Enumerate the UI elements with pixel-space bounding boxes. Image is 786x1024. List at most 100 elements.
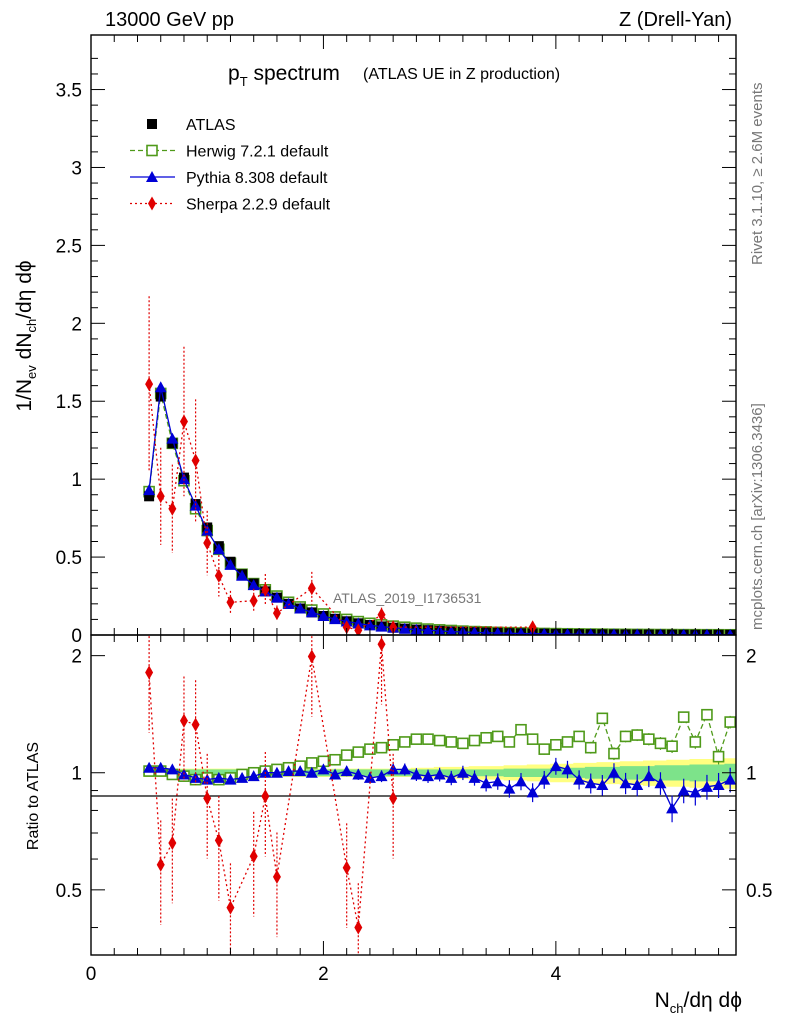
xlabel-sub: ch [670, 1001, 684, 1016]
pythia-main-point [270, 591, 283, 603]
pythia-ratio-series [143, 757, 736, 823]
legend-marker [146, 171, 158, 182]
pythia-main-point [329, 613, 342, 625]
pythia-main-point [247, 579, 260, 591]
herwig-ratio-point [306, 757, 318, 769]
pythia-main-point [166, 432, 179, 444]
herwig-ratio-point [689, 736, 702, 748]
main-title-rest: spectrum [248, 62, 340, 85]
pythia-ratio-point [329, 768, 342, 780]
pythia-ratio-point [282, 765, 295, 777]
pythia-ratio-point [387, 763, 400, 775]
pythia-main-point [212, 543, 225, 555]
analysis-watermark: ATLAS_2019_I1736531 [333, 590, 482, 606]
legend-label: Herwig 7.2.1 default [186, 144, 329, 161]
pythia-main-point [375, 620, 388, 632]
sherpa-ratio-point [354, 920, 363, 935]
herwig-ratio-point [596, 712, 609, 725]
herwig-ratio-point [503, 736, 516, 748]
pythia-ratio-point [677, 784, 690, 796]
pythia-ratio-point [247, 770, 260, 782]
sherpa-main-point [156, 489, 165, 504]
legend-entry: ATLAS [147, 117, 236, 134]
main-y-tick-label: 0.5 [56, 548, 82, 569]
pythia-main-point [154, 381, 167, 393]
pythia-ratio-point [491, 775, 504, 787]
ratio-series-layer [143, 635, 736, 955]
sherpa-ratio-point [342, 860, 351, 875]
pythia-ratio-point [236, 771, 249, 783]
pythia-main-point [540, 627, 549, 635]
herwig-ratio-point [573, 730, 585, 743]
pythia-main-point [726, 628, 734, 635]
pythia-main-point [563, 628, 572, 635]
pythia-ratio-point [712, 779, 725, 791]
legend-entry: Herwig 7.2.1 default [130, 144, 329, 161]
pythia-main-point [282, 597, 295, 609]
legend-marker [148, 196, 156, 211]
ratio-y-tick-label: 1 [71, 764, 82, 785]
herwig-ratio-point [631, 729, 644, 741]
pythia-main-point [317, 609, 330, 621]
pythia-ratio-point [468, 771, 481, 783]
herwig-ratio-point [340, 749, 353, 761]
sherpa-ratio-point [179, 713, 188, 728]
pythia-ratio-point [666, 802, 679, 814]
ratio-y-tick-label: 2 [71, 647, 82, 668]
herwig-ratio-point [619, 730, 632, 743]
pythia-ratio-point [224, 773, 237, 785]
main-y-tick-label: 3.5 [56, 81, 82, 102]
main-title-sub: T [240, 74, 248, 89]
sherpa-main-point [226, 595, 235, 610]
herwig-ratio-point [712, 750, 725, 763]
sherpa-ratio-point [226, 900, 235, 915]
herwig-ratio-point [515, 723, 527, 736]
sherpa-ratio-point [145, 665, 154, 680]
herwig-ratio-point [433, 734, 446, 747]
pythia-main-point [493, 626, 503, 635]
herwig-ratio-point [677, 711, 690, 723]
sherpa-main-point [354, 623, 363, 635]
sherpa-main-point [145, 377, 154, 392]
sherpa-ratio-point [249, 849, 258, 864]
herwig-ratio-point [538, 743, 551, 755]
sherpa-main-point [191, 453, 200, 468]
ratio-y-tick-label: 0.5 [56, 881, 82, 902]
sherpa-main-point [179, 414, 188, 429]
sherpa-main-point [261, 582, 270, 597]
main-title: pT spectrum [228, 62, 340, 89]
main-y-tick-label: 2.5 [56, 236, 82, 257]
pythia-ratio-point [538, 773, 551, 785]
herwig-ratio-point [561, 736, 574, 748]
legend-label: Sherpa 2.2.9 default [186, 197, 331, 214]
legend-marker [147, 119, 157, 129]
ylabel-part-4: /dη dϕ [13, 260, 36, 318]
pythia-main-point [177, 473, 190, 485]
sherpa-ratio-series [145, 635, 398, 955]
pythia-main-point [398, 622, 411, 634]
ratio-y-tick-label-right: 1 [746, 764, 757, 785]
herwig-ratio-point [654, 737, 667, 750]
pythia-ratio-point [607, 766, 620, 778]
legend-label: ATLAS [186, 117, 236, 134]
xlabel-rest: /dη dϕ [684, 989, 742, 1012]
legend-entry: Sherpa 2.2.9 default [130, 196, 331, 214]
pythia-ratio-point [166, 763, 179, 775]
sherpa-main-point [203, 536, 212, 551]
x-tick-label: 2 [318, 964, 329, 985]
ylabel-part-0: 1/N [13, 379, 36, 412]
pythia-main-point [352, 617, 365, 629]
pythia-ratio-point [573, 773, 586, 785]
herwig-ratio-point [468, 734, 481, 747]
pythia-main-point [236, 569, 249, 581]
x-tick-label: 4 [551, 964, 562, 985]
pythia-ratio-point [526, 786, 539, 798]
herwig-ratio-point [724, 716, 736, 728]
pythia-ratio-point [700, 780, 713, 792]
sherpa-main-point [168, 501, 177, 516]
axis-layer: 00.511.522.533.50 2 40.5 0.51 12 2 [56, 35, 772, 985]
pythia-ratio-point [631, 779, 644, 791]
pythia-main-point [633, 628, 641, 635]
pythia-main-point [305, 606, 318, 618]
